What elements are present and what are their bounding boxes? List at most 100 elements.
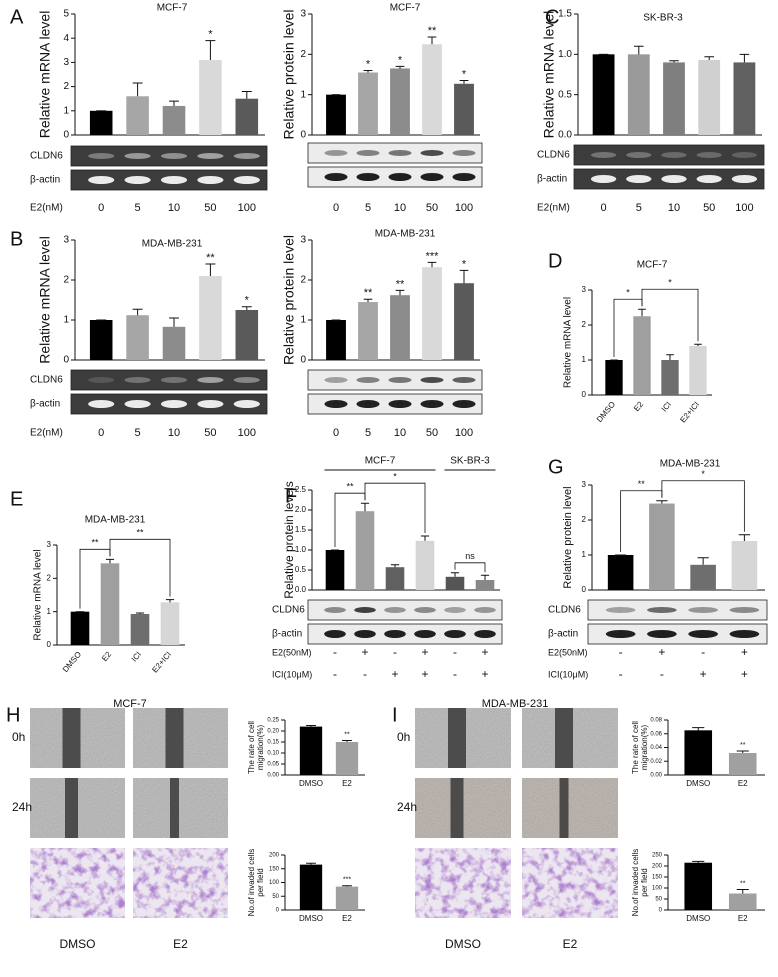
y-tick-label: 0 (47, 640, 52, 649)
error-bar (363, 69, 373, 73)
comparison-bracket (661, 480, 745, 532)
y-tick-label: 2 (300, 49, 306, 60)
blot-band (356, 150, 380, 156)
wound-gap (555, 708, 573, 768)
treatment-mark: + (391, 667, 398, 681)
error-bar (342, 739, 352, 742)
bar (199, 276, 222, 360)
blot-band (688, 607, 718, 613)
blot-row (573, 144, 765, 166)
panel-label: A (10, 6, 24, 28)
y-tick-label: 3 (63, 57, 69, 68)
bar (698, 59, 721, 136)
x-axis-label: E2(nM) (30, 203, 63, 214)
x-tick-label: E2 (738, 914, 748, 923)
x-tick-label: 10 (168, 427, 180, 439)
y-tick-label: 2 (582, 320, 587, 329)
bar (684, 862, 713, 910)
micrograph-stain (522, 848, 618, 918)
x-tick-label: 5 (135, 427, 141, 439)
y-tick-label: 0.05 (267, 762, 279, 768)
x-tick-label: E2 (632, 399, 646, 413)
error-bar (132, 308, 143, 316)
panel-label: I (392, 704, 398, 726)
image-row-label: 24h (12, 800, 32, 814)
bar (661, 360, 679, 395)
bar (663, 62, 685, 135)
blot-label: CLDN6 (30, 375, 63, 386)
blot-label: β-actin (272, 629, 302, 640)
blot-band (124, 176, 151, 184)
blot-band (324, 630, 346, 638)
error-bar (459, 269, 469, 284)
x-tick-label: 5 (135, 202, 141, 214)
y-tick-label: 2 (47, 573, 52, 582)
y-tick-label: 0 (300, 355, 306, 366)
y-tick-label: 1.0 (295, 545, 307, 554)
x-axis-label: E2(nM) (30, 428, 63, 439)
y-tick-label: 0 (63, 130, 69, 141)
blot-band (124, 377, 151, 383)
bar (422, 44, 442, 135)
significance-label: *** (343, 877, 351, 884)
blot-band (324, 150, 348, 156)
chart-title: MCF-7 (637, 260, 668, 271)
bar (649, 503, 675, 590)
bar (355, 511, 375, 590)
y-tick-label: 3 (300, 9, 306, 20)
blot-band (388, 377, 412, 383)
bar (690, 564, 716, 590)
blot-row (307, 599, 503, 621)
y-axis-label: The rate of cell (631, 721, 640, 774)
blot-row (587, 623, 768, 645)
bar (445, 576, 465, 590)
significance-label: * (462, 68, 467, 80)
x-tick-label: 10 (394, 202, 406, 214)
y-tick-label: 0.5 (558, 89, 572, 100)
y-tick-label: 4 (63, 33, 69, 44)
error-bar (633, 45, 644, 55)
x-tick-label: ICI (660, 400, 673, 414)
error-bar (694, 343, 702, 346)
y-tick-label: 5 (63, 9, 69, 20)
x-tick-label: 10 (394, 427, 406, 439)
x-tick-label: 0 (601, 202, 607, 214)
y-axis-label: Relative mRNA level (37, 11, 53, 139)
treatment-mark: + (658, 645, 665, 659)
blot-label: CLDN6 (272, 605, 305, 616)
y-tick-label: 200 (269, 853, 280, 859)
y-tick-label: 2 (63, 81, 69, 92)
blot-band (124, 400, 151, 408)
comparison-bracket (641, 288, 699, 342)
significance-label: ** (740, 880, 746, 887)
wound-gap (559, 778, 569, 838)
blot-label: β-actin (537, 174, 567, 185)
y-axis-label: Relative mRNA level (541, 11, 557, 139)
significance-label: * (398, 54, 403, 66)
bar (126, 315, 149, 360)
y-axis-label: Relative mRNA level (33, 549, 44, 640)
blot-band (356, 173, 380, 181)
bar (728, 753, 757, 775)
y-axis-label: per field (256, 868, 265, 896)
blot-band (647, 607, 677, 613)
bar (199, 59, 222, 136)
micrograph-stain (30, 848, 125, 918)
chart-title: MDA-MB-231 (142, 239, 203, 250)
blot-band (160, 176, 188, 184)
x-tick-label: E2 (342, 779, 352, 788)
x-tick-label: DMSO (686, 779, 710, 788)
y-axis-label: No.of invaded cells (247, 849, 256, 917)
blot-band (590, 175, 617, 183)
blot-band (197, 176, 224, 184)
image-column-label: E2 (563, 937, 578, 951)
blot-band (356, 400, 380, 408)
y-tick-label: 250 (652, 853, 663, 859)
y-tick-label: 2.5 (295, 485, 307, 494)
x-axis-label: E2(nM) (537, 203, 570, 214)
treatment-mark: - (453, 645, 457, 659)
y-tick-label: 1 (582, 355, 587, 364)
y-tick-label: 2 (582, 515, 587, 524)
x-tick-label: 0 (98, 202, 104, 214)
